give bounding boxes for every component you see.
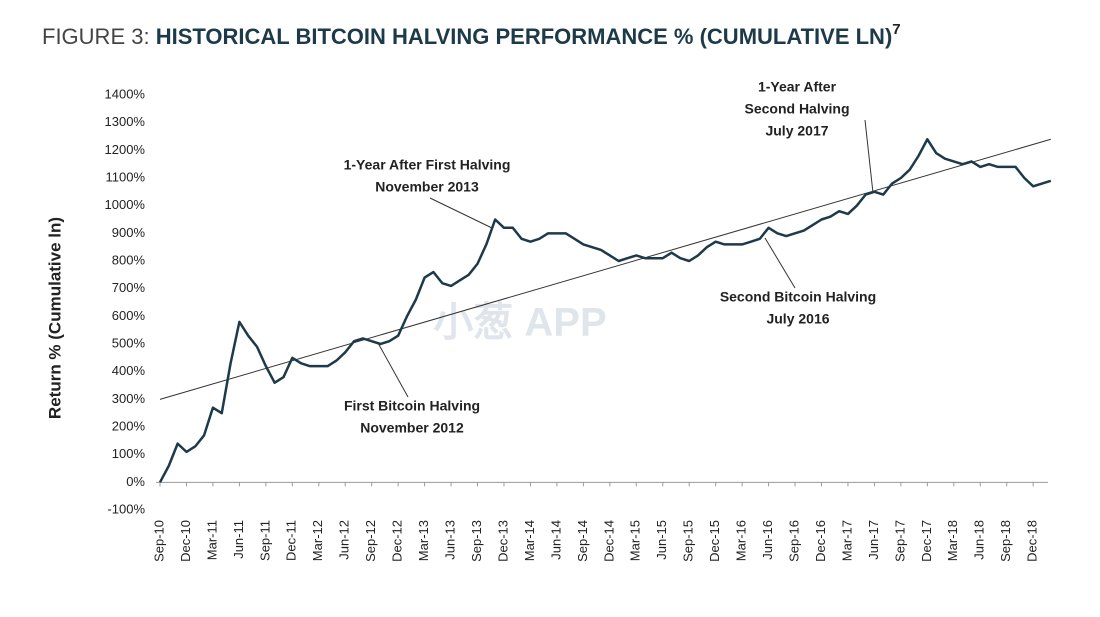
- x-tick-label: Sep-10: [151, 520, 166, 562]
- x-tick-label: Dec-11: [284, 520, 299, 561]
- x-tick-label: Mar-15: [628, 520, 643, 561]
- x-tick-label: Mar-13: [416, 520, 431, 561]
- annotation-text: First Bitcoin Halving: [344, 398, 480, 414]
- x-tick-label: Sep-11: [257, 520, 272, 561]
- y-tick-label: 100%: [112, 446, 146, 461]
- x-tick-label: Sep-12: [363, 520, 378, 562]
- x-tick-label: Dec-17: [919, 520, 934, 562]
- y-tick-label: -100%: [107, 501, 145, 516]
- y-tick-label: 500%: [112, 335, 146, 350]
- x-tick-label: Sep-14: [575, 520, 590, 562]
- x-tick-label: Mar-11: [204, 520, 219, 560]
- annotation-text: November 2013: [375, 179, 479, 195]
- x-tick-label: Dec-12: [390, 520, 405, 562]
- x-tick-label: Jun-16: [760, 520, 775, 560]
- annotation-text: Second Bitcoin Halving: [720, 289, 876, 305]
- y-tick-label: 700%: [112, 280, 146, 295]
- annotation-text: 1-Year After: [758, 79, 837, 95]
- annotation-arrow: [377, 342, 409, 398]
- y-tick-label: 900%: [112, 225, 146, 240]
- title-main: HISTORICAL BITCOIN HALVING PERFORMANCE %…: [156, 24, 893, 49]
- x-tick-label: Jun-13: [442, 520, 457, 560]
- x-tick-label: Dec-14: [601, 520, 616, 562]
- data-line: [158, 138, 1052, 483]
- y-tick-label: 1100%: [105, 169, 145, 184]
- title-prefix: FIGURE 3:: [42, 24, 156, 49]
- x-tick-label: Jun-17: [866, 520, 881, 560]
- x-tick-label: Sep-17: [892, 520, 907, 562]
- chart-title: FIGURE 3: HISTORICAL BITCOIN HALVING PER…: [42, 21, 901, 49]
- x-tick-label: Jun-14: [548, 520, 563, 560]
- annotation-text: Second Halving: [744, 101, 849, 117]
- x-tick-label: Dec-18: [1025, 520, 1040, 562]
- y-tick-label: 0%: [126, 474, 145, 489]
- y-tick-label: 300%: [112, 391, 146, 406]
- y-tick-label: 1400%: [105, 86, 146, 101]
- x-tick-label: Mar-12: [310, 520, 325, 561]
- y-tick-label: 800%: [112, 252, 146, 267]
- annotation-text: 1-Year After First Halving: [344, 157, 511, 173]
- x-tick-label: Sep-18: [998, 520, 1013, 562]
- annotation-text: November 2012: [360, 420, 464, 436]
- title-footnote: 7: [892, 21, 900, 38]
- x-tick-label: Jun-15: [654, 520, 669, 560]
- x-tick-label: Mar-16: [734, 520, 749, 561]
- annotation-text: July 2016: [766, 311, 829, 327]
- x-tick-label: Mar-17: [839, 520, 854, 561]
- y-tick-label: 1000%: [105, 197, 146, 212]
- annotation-arrow: [764, 237, 796, 289]
- x-tick-label: Sep-16: [786, 520, 801, 562]
- watermark: 小葱 APP: [433, 301, 606, 345]
- annotation-arrow: [864, 119, 874, 194]
- y-tick-label: 600%: [112, 308, 146, 323]
- x-tick-label: Sep-13: [469, 520, 484, 562]
- x-tick-label: Mar-18: [945, 520, 960, 561]
- y-tick-label: 1200%: [105, 142, 146, 157]
- x-tick-label: Jun-18: [972, 520, 987, 560]
- x-tick-label: Sep-15: [681, 520, 696, 562]
- x-tick-label: Jun-12: [337, 520, 352, 560]
- annotation-text: July 2017: [765, 123, 828, 139]
- y-tick-label: 200%: [112, 418, 146, 433]
- trendline: [159, 138, 1051, 400]
- x-tick-label: Dec-16: [813, 520, 828, 562]
- x-tick-label: Dec-10: [178, 520, 193, 562]
- x-tick-label: Mar-14: [522, 520, 537, 561]
- y-tick-label: 400%: [112, 363, 146, 378]
- x-tick-label: Dec-15: [707, 520, 722, 562]
- y-axis-label: Return % (Cumulative ln): [45, 217, 64, 419]
- y-tick-label: 1300%: [105, 114, 146, 129]
- x-tick-label: Jun-11: [231, 520, 246, 559]
- x-tick-label: Dec-13: [495, 520, 510, 562]
- annotation-arrow: [429, 197, 493, 229]
